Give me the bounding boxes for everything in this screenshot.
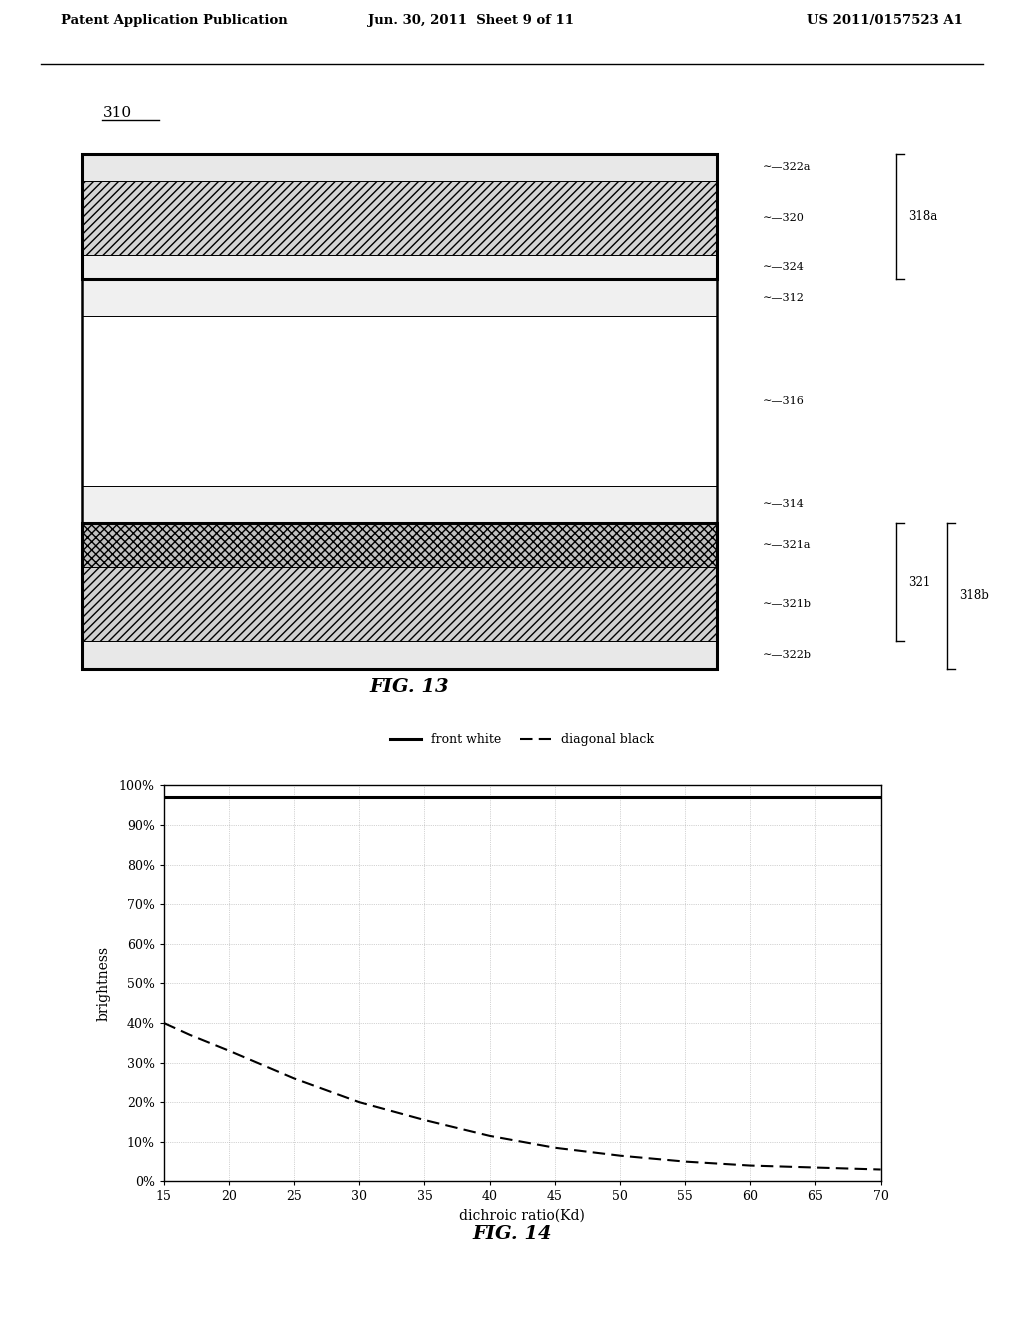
diagonal black xyxy=(679,1154,691,1170)
Text: FIG. 13: FIG. 13 xyxy=(370,678,450,697)
diagonal black xyxy=(288,1071,300,1086)
Bar xyxy=(82,317,717,486)
Text: Jun. 30, 2011  Sheet 9 of 11: Jun. 30, 2011 Sheet 9 of 11 xyxy=(368,13,574,26)
front white xyxy=(158,789,170,805)
diagonal black xyxy=(183,1027,196,1043)
front white xyxy=(288,789,300,805)
Text: ∼—324: ∼—324 xyxy=(763,263,805,272)
front white xyxy=(549,789,561,805)
Text: ∼—314: ∼—314 xyxy=(763,499,805,510)
Bar xyxy=(82,523,717,668)
Bar xyxy=(82,153,717,181)
diagonal black xyxy=(613,1148,626,1164)
Text: ∼—320: ∼—320 xyxy=(763,213,805,223)
Y-axis label: brightness: brightness xyxy=(96,946,111,1020)
diagonal black xyxy=(353,1094,366,1110)
front white xyxy=(613,789,626,805)
Bar xyxy=(82,523,717,568)
diagonal black xyxy=(158,1015,170,1031)
Text: ∼—321b: ∼—321b xyxy=(763,599,812,610)
Bar xyxy=(82,279,717,317)
Bar xyxy=(82,255,717,279)
diagonal black xyxy=(744,1158,757,1173)
Text: 318a: 318a xyxy=(908,210,938,223)
Bar xyxy=(82,181,717,255)
Bar xyxy=(82,486,717,523)
Text: Patent Application Publication: Patent Application Publication xyxy=(61,13,288,26)
front white xyxy=(809,789,821,805)
Text: ∼—316: ∼—316 xyxy=(763,396,805,407)
Text: 321: 321 xyxy=(908,576,931,589)
Text: ∼—312: ∼—312 xyxy=(763,293,805,302)
diagonal black xyxy=(223,1043,236,1059)
Bar xyxy=(82,153,717,668)
Bar xyxy=(82,153,717,279)
Bar xyxy=(82,568,717,642)
front white xyxy=(679,789,691,805)
diagonal black xyxy=(809,1160,821,1176)
front white xyxy=(874,789,887,805)
diagonal black xyxy=(483,1127,496,1143)
Text: US 2011/0157523 A1: US 2011/0157523 A1 xyxy=(807,13,963,26)
front white xyxy=(483,789,496,805)
Text: ∼—321a: ∼—321a xyxy=(763,540,811,550)
diagonal black xyxy=(419,1111,431,1127)
front white xyxy=(419,789,431,805)
diagonal black xyxy=(549,1139,561,1156)
Text: 318b: 318b xyxy=(959,589,989,602)
Text: ∼—322a: ∼—322a xyxy=(763,162,811,172)
front white xyxy=(223,789,236,805)
Text: FIG. 14: FIG. 14 xyxy=(472,1225,552,1243)
front white xyxy=(744,789,757,805)
Bar xyxy=(82,642,717,668)
Legend: front white, diagonal black: front white, diagonal black xyxy=(385,729,659,751)
Text: ∼—322b: ∼—322b xyxy=(763,649,812,660)
Line: diagonal black: diagonal black xyxy=(164,1023,881,1170)
X-axis label: dichroic ratio(Kd): dichroic ratio(Kd) xyxy=(460,1209,585,1224)
Text: 310: 310 xyxy=(102,106,131,120)
front white xyxy=(353,789,366,805)
diagonal black xyxy=(874,1162,887,1177)
